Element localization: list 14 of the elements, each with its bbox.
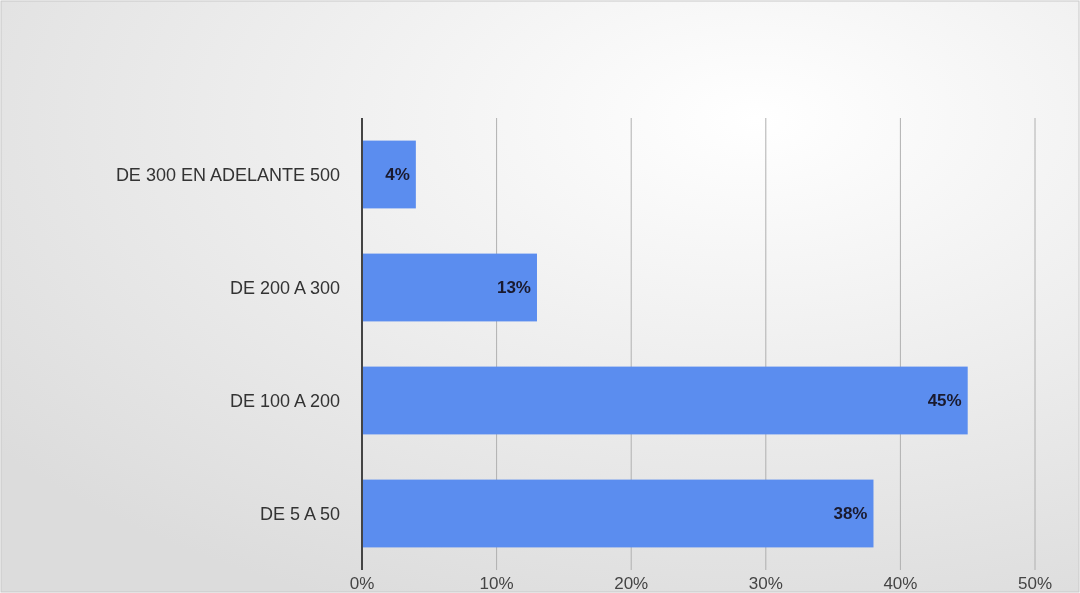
data-label: 45% xyxy=(927,391,962,411)
x-tick-label: 20% xyxy=(614,574,649,593)
y-tick-label: DE 100 A 200 xyxy=(229,390,340,411)
data-label: 38% xyxy=(833,504,868,524)
x-tick-label: 10% xyxy=(479,574,514,593)
x-tick-label: 30% xyxy=(748,574,783,593)
y-tick-label: DE 300 EN ADELANTE 500 xyxy=(115,164,340,185)
data-label: 4% xyxy=(385,165,410,185)
y-tick-label: DE 5 A 50 xyxy=(259,503,340,524)
y-tick-label: DE 200 A 300 xyxy=(229,277,340,298)
x-tick-label: 50% xyxy=(1017,574,1053,593)
data-label: 13% xyxy=(496,278,531,298)
x-tick-label: 40% xyxy=(883,574,918,593)
x-tick-label: 0% xyxy=(349,574,375,593)
